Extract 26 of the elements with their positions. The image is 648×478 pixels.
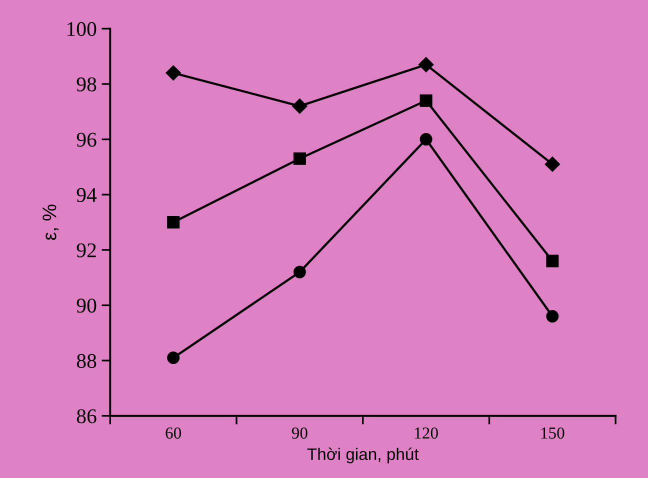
x-tick-label: 90 [292,427,308,439]
point [544,156,560,172]
y-tick-label: 86 [76,409,96,424]
y-tick-label: 92 [76,243,96,258]
x-tick-label: 120 [415,427,438,439]
point [292,98,308,114]
y-tick-label: 90 [76,298,96,313]
y-axis-title: ε, % [42,204,59,240]
x-tick-label: 60 [166,427,182,439]
point [546,254,559,268]
y-tick-label: 96 [76,132,96,147]
point [166,65,181,80]
point [546,310,559,323]
point [293,152,306,165]
point [167,352,180,364]
point [420,133,432,146]
point [167,216,180,229]
y-tick-label: 98 [76,77,96,92]
x-tick-label: 150 [541,427,564,439]
y-tick-label: 88 [76,354,96,368]
point [293,266,306,278]
point [418,57,434,72]
y-tick-label: 94 [76,188,97,202]
x-axis-title: Thời gian, phút [307,448,419,464]
point [420,94,432,107]
y-tick-label: 100 [68,22,96,36]
